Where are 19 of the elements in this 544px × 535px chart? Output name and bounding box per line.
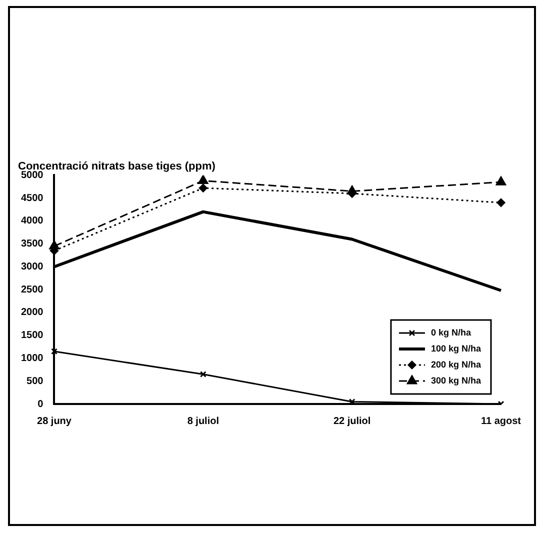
legend-label: 200 kg N/ha bbox=[430, 359, 482, 370]
y-tick-label: 500 bbox=[26, 376, 44, 387]
y-tick-label: 0 bbox=[38, 398, 44, 410]
y-tick-label: 5000 bbox=[20, 170, 44, 181]
x-tick-label: 28 juny bbox=[37, 416, 72, 427]
y-tick-label: 1500 bbox=[20, 330, 44, 342]
y-tick-label: 4000 bbox=[20, 216, 44, 227]
y-tick-label: 3500 bbox=[20, 238, 44, 250]
legend-label: 100 kg N/ha bbox=[430, 343, 482, 354]
y-tick-label: 4500 bbox=[20, 192, 44, 204]
y-tick-label: 3000 bbox=[20, 261, 44, 272]
x-tick-label: 11 agost bbox=[480, 416, 522, 427]
y-tick-label: 2000 bbox=[20, 307, 44, 318]
legend-label: 0 kg N/ha bbox=[430, 327, 472, 338]
y-tick-label: 1000 bbox=[20, 352, 44, 364]
x-tick-label: 8 juliol bbox=[187, 416, 220, 427]
y-tick-label: 2500 bbox=[20, 284, 44, 296]
legend-label: 300 kg N/ha bbox=[430, 375, 482, 386]
x-tick-label: 22 juliol bbox=[333, 416, 371, 427]
